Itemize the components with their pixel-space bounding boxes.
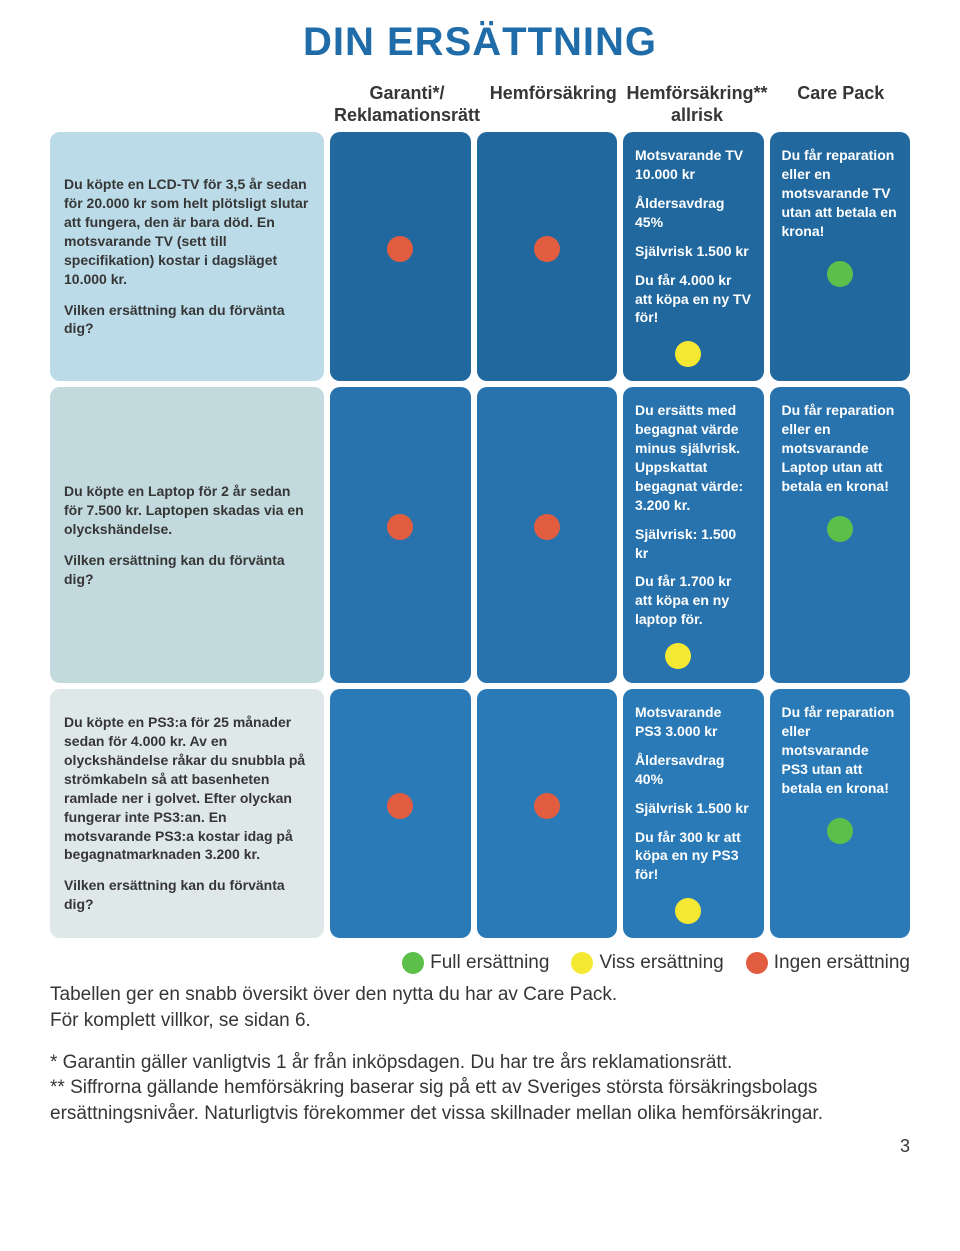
outcome-cell: Du får reparation eller motsvarande PS3 …	[770, 689, 911, 938]
scenario-description: Du köpte en LCD-TV för 3,5 år sedan för …	[50, 132, 324, 381]
header-hemforsakring-allrisk: Hemförsäkring**allrisk	[623, 83, 772, 126]
status-dot-icon	[827, 818, 853, 844]
header-garanti: Garanti*/Reklamationsrätt	[330, 83, 484, 126]
header-carepack: Care Pack	[772, 83, 910, 126]
outcome-text: Du får reparation eller en motsvarande T…	[782, 146, 899, 240]
status-dot-icon	[827, 516, 853, 542]
outcome-text: Du får 4.000 kr att köpa en ny TV för!	[635, 271, 752, 328]
status-dot-icon	[534, 236, 560, 262]
outcome-text: Du får reparation eller motsvarande PS3 …	[782, 703, 899, 797]
scenario-text: Vilken ersättning kan du förvänta dig?	[64, 301, 310, 339]
legend-item: Viss ersättning	[571, 952, 723, 974]
outcome-cell	[477, 132, 618, 381]
legend-label: Full ersättning	[430, 952, 549, 974]
footer-notes: * Garantin gäller vanligtvis 1 år från i…	[50, 1050, 910, 1127]
comparison-row: Du köpte en PS3:a för 25 månader sedan f…	[50, 689, 910, 938]
outcome-text: Motsvarande PS3 3.000 kr	[635, 703, 752, 741]
status-dot-icon	[665, 643, 691, 669]
scenario-text: Du köpte en LCD-TV för 3,5 år sedan för …	[64, 175, 310, 288]
comparison-row: Du köpte en Laptop för 2 år sedan för 7.…	[50, 387, 910, 683]
status-dot-icon	[534, 793, 560, 819]
scenario-text: Du köpte en Laptop för 2 år sedan för 7.…	[64, 482, 310, 539]
status-dot-icon	[827, 261, 853, 287]
outcome-text: Du får 1.700 kr att köpa en ny laptop fö…	[635, 572, 752, 629]
outcome-cell	[477, 387, 618, 683]
legend-item: Full ersättning	[402, 952, 549, 974]
page-number: 3	[50, 1136, 910, 1157]
scenario-description: Du köpte en PS3:a för 25 månader sedan f…	[50, 689, 324, 938]
outcome-cell	[330, 689, 471, 938]
status-dot-icon	[387, 236, 413, 262]
comparison-row: Du köpte en LCD-TV för 3,5 år sedan för …	[50, 132, 910, 381]
outcome-cell: Du får reparation eller en motsvarande T…	[770, 132, 911, 381]
legend-item: Ingen ersättning	[746, 952, 910, 974]
outcome-cell	[330, 387, 471, 683]
comparison-rows: Du köpte en LCD-TV för 3,5 år sedan för …	[50, 132, 910, 938]
legend-label: Viss ersättning	[599, 952, 723, 974]
outcome-cell: Du får reparation eller en motsvarande L…	[770, 387, 911, 683]
outcome-text: Självrisk: 1.500 kr	[635, 525, 752, 563]
legend-dot-icon	[571, 952, 593, 974]
scenario-description: Du köpte en Laptop för 2 år sedan för 7.…	[50, 387, 324, 683]
legend-dot-icon	[746, 952, 768, 974]
status-dot-icon	[387, 793, 413, 819]
footer-summary: Tabellen ger en snabb översikt över den …	[50, 982, 910, 1033]
scenario-text: Vilken ersättning kan du förvänta dig?	[64, 876, 310, 914]
outcome-text: Åldersavdrag 40%	[635, 751, 752, 789]
header-hemforsakring: Hemförsäkring	[484, 83, 622, 126]
page-title: DIN ERSÄTTNING	[50, 20, 910, 65]
legend: Full ersättning Viss ersättning Ingen ersä…	[50, 952, 910, 974]
outcome-cell	[477, 689, 618, 938]
outcome-text: Du får reparation eller en motsvarande L…	[782, 401, 899, 495]
legend-label: Ingen ersättning	[774, 952, 910, 974]
outcome-cell	[330, 132, 471, 381]
scenario-text: Du köpte en PS3:a för 25 månader sedan f…	[64, 713, 310, 864]
page: DIN ERSÄTTNING Garanti*/Reklamationsrätt…	[0, 0, 960, 1187]
outcome-text: Du ersätts med begagnat värde minus själ…	[635, 401, 752, 514]
status-dot-icon	[534, 514, 560, 540]
status-dot-icon	[675, 341, 701, 367]
outcome-text: Åldersavdrag 45%	[635, 194, 752, 232]
status-dot-icon	[387, 514, 413, 540]
outcome-text: Du får 300 kr att köpa en ny PS3 för!	[635, 828, 752, 885]
outcome-text: Självrisk 1.500 kr	[635, 242, 752, 261]
outcome-text: Motsvarande TV 10.000 kr	[635, 146, 752, 184]
outcome-cell: Du ersätts med begagnat värde minus själ…	[623, 387, 764, 683]
status-dot-icon	[675, 898, 701, 924]
outcome-cell: Motsvarande PS3 3.000 kr Åldersavdrag 40%…	[623, 689, 764, 938]
outcome-text: Självrisk 1.500 kr	[635, 799, 752, 818]
scenario-text: Vilken ersättning kan du förvänta dig?	[64, 551, 310, 589]
legend-dot-icon	[402, 952, 424, 974]
outcome-cell: Motsvarande TV 10.000 kr Åldersavdrag 45%…	[623, 132, 764, 381]
column-headers: Garanti*/Reklamationsrätt Hemförsäkring …	[330, 83, 910, 126]
